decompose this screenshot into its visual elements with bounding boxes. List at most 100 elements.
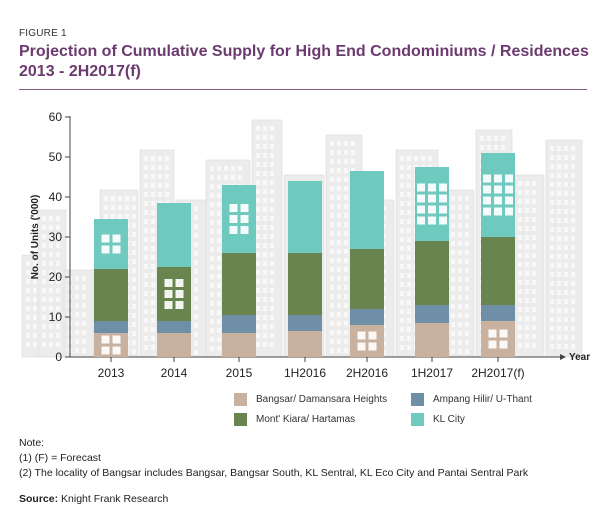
- building-window: [525, 316, 529, 321]
- bar-segment: [288, 331, 322, 357]
- building-window: [82, 285, 86, 290]
- building-window: [158, 183, 162, 188]
- building-window: [270, 162, 274, 167]
- building-window: [33, 315, 37, 320]
- bar-window: [428, 205, 436, 214]
- building-window: [263, 198, 267, 203]
- building-window: [451, 331, 455, 336]
- building-window: [458, 295, 462, 300]
- building-window: [217, 337, 221, 342]
- building-window: [263, 270, 267, 275]
- building-window: [270, 324, 274, 329]
- building-window: [407, 201, 411, 206]
- building-window: [344, 330, 348, 335]
- building-window: [557, 191, 561, 196]
- x-axis-title: Year: [569, 352, 590, 363]
- building-window: [571, 236, 575, 241]
- building-window: [231, 175, 235, 180]
- building-window: [330, 303, 334, 308]
- building-window: [144, 282, 148, 287]
- building-window: [400, 327, 404, 332]
- building-window: [518, 316, 522, 321]
- building-window: [407, 345, 411, 350]
- building-window: [151, 210, 155, 215]
- building-window: [270, 207, 274, 212]
- building-window: [49, 270, 53, 275]
- building-window: [407, 300, 411, 305]
- building-window: [132, 232, 136, 237]
- building-window: [400, 237, 404, 242]
- building-window: [210, 166, 214, 171]
- building-window: [337, 321, 341, 326]
- bar-window: [112, 335, 121, 344]
- building-window: [49, 252, 53, 257]
- building-window: [525, 280, 529, 285]
- bar-window: [483, 185, 491, 194]
- building-window: [451, 340, 455, 345]
- building-window: [344, 267, 348, 272]
- building-window: [56, 270, 60, 275]
- building-window: [270, 252, 274, 257]
- bar-segment: [222, 253, 256, 315]
- building-window: [428, 156, 432, 161]
- building-window: [210, 301, 214, 306]
- building-window: [75, 294, 79, 299]
- building-window: [26, 279, 30, 284]
- building-window: [26, 297, 30, 302]
- building-window: [210, 193, 214, 198]
- building-window: [231, 166, 235, 171]
- building-window: [194, 260, 198, 265]
- building-window: [33, 297, 37, 302]
- building-window: [132, 223, 136, 228]
- building-window: [330, 276, 334, 281]
- building-window: [56, 252, 60, 257]
- building-window: [571, 254, 575, 259]
- building-window: [458, 259, 462, 264]
- bar-window: [175, 279, 184, 287]
- building-window: [344, 276, 348, 281]
- building-window: [564, 209, 568, 214]
- building-window: [532, 316, 536, 321]
- building-window: [151, 219, 155, 224]
- building-window: [407, 156, 411, 161]
- bar-segment: [415, 305, 449, 323]
- building-window: [525, 181, 529, 186]
- building-window: [407, 183, 411, 188]
- building-window: [564, 218, 568, 223]
- building-window: [42, 315, 46, 320]
- note-line: (1) (F) = Forecast: [19, 452, 101, 464]
- bar-window: [499, 340, 508, 349]
- building-window: [217, 346, 221, 351]
- building-window: [256, 270, 260, 275]
- building-window: [256, 315, 260, 320]
- bar-segment: [350, 309, 384, 325]
- building-window: [557, 281, 561, 286]
- building-window: [451, 295, 455, 300]
- building-window: [165, 192, 169, 197]
- bar-segment: [481, 153, 515, 237]
- source-text: Knight Frank Research: [61, 493, 169, 505]
- bar-segment: [222, 315, 256, 333]
- building-window: [26, 315, 30, 320]
- building-window: [144, 273, 148, 278]
- building-window: [532, 190, 536, 195]
- bar-window: [112, 245, 121, 254]
- building-window: [210, 202, 214, 207]
- building-window: [414, 156, 418, 161]
- title-divider: [19, 89, 587, 90]
- building-window: [571, 272, 575, 277]
- axis-labels: 0 10 20 30 40 50 60 No. of Units ('000) Year 2013…: [30, 110, 590, 380]
- bar-segment: [94, 269, 128, 321]
- building-window: [550, 146, 554, 151]
- bar-window: [175, 290, 184, 298]
- building-window: [56, 261, 60, 266]
- building-window: [82, 321, 86, 326]
- bar-segment: [350, 249, 384, 309]
- building-window: [407, 309, 411, 314]
- building-window: [49, 306, 53, 311]
- building-window: [158, 174, 162, 179]
- building-window: [344, 303, 348, 308]
- bar-window: [505, 174, 513, 183]
- building-window: [151, 174, 155, 179]
- building-window: [337, 177, 341, 182]
